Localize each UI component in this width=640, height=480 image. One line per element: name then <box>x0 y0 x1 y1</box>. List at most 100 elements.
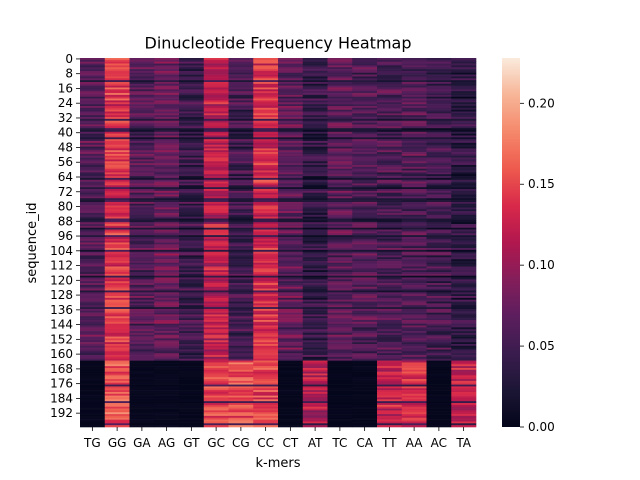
heatmap-cell <box>302 135 328 138</box>
heatmap-cell <box>104 279 130 282</box>
heatmap-cell <box>203 294 229 297</box>
heatmap-cell <box>278 347 304 350</box>
heatmap-cell <box>352 137 378 140</box>
heatmap-cell <box>401 107 427 110</box>
heatmap-cell <box>104 318 130 321</box>
heatmap-cell <box>129 196 155 199</box>
heatmap-cell <box>451 70 477 74</box>
heatmap-cell <box>278 351 304 354</box>
heatmap-cell <box>352 133 378 136</box>
heatmap-cell <box>426 321 452 324</box>
heatmap-cell <box>278 262 304 265</box>
heatmap-cell <box>80 414 106 417</box>
heatmap-cell <box>377 189 403 192</box>
heatmap-cell <box>352 122 378 125</box>
heatmap-cell <box>451 331 477 334</box>
heatmap-cell <box>426 423 452 426</box>
heatmap-cell <box>327 318 353 321</box>
heatmap-cell <box>179 98 205 101</box>
heatmap-cell <box>80 336 106 339</box>
heatmap-cell <box>327 338 353 341</box>
heatmap-cell <box>426 358 452 361</box>
heatmap-cell <box>451 96 477 99</box>
heatmap-cell <box>203 181 229 184</box>
heatmap-cell <box>179 133 205 136</box>
heatmap-cell <box>302 181 328 184</box>
heatmap-cell <box>203 364 229 367</box>
heatmap-cell <box>203 214 229 217</box>
heatmap-cell <box>179 343 205 347</box>
heatmap-cell <box>203 404 229 408</box>
heatmap-cell <box>228 277 254 280</box>
heatmap-cell <box>129 218 155 221</box>
heatmap-cell <box>401 157 427 160</box>
heatmap-cell <box>302 248 328 251</box>
heatmap-cell <box>426 170 452 173</box>
heatmap-cell <box>352 362 378 365</box>
heatmap-cell <box>179 351 205 354</box>
heatmap-cell <box>377 72 403 75</box>
heatmap-cell <box>377 198 403 201</box>
heatmap-cell <box>129 194 155 197</box>
heatmap-cell <box>253 192 279 195</box>
heatmap-cell <box>327 81 353 85</box>
heatmap-cell <box>228 288 254 291</box>
heatmap-cell <box>129 251 155 254</box>
heatmap-cell <box>203 200 229 203</box>
heatmap-cell <box>352 342 378 345</box>
heatmap-cell <box>253 349 279 352</box>
heatmap-cell <box>179 150 205 153</box>
heatmap-cell <box>228 185 254 188</box>
heatmap-cell <box>401 201 427 205</box>
heatmap-cell <box>352 388 378 391</box>
heatmap-cell <box>278 139 304 142</box>
heatmap-cell <box>278 96 304 99</box>
heatmap-cell <box>352 174 378 177</box>
heatmap-cell <box>253 74 279 77</box>
heatmap-cell <box>451 316 477 319</box>
heatmap-cell <box>401 104 427 107</box>
heatmap-cell <box>327 87 353 90</box>
heatmap-cell <box>451 142 477 146</box>
heatmap-cell <box>179 355 205 358</box>
heatmap-cell <box>302 321 328 324</box>
heatmap-cell <box>377 410 403 413</box>
heatmap-cell <box>352 404 378 408</box>
heatmap-cell <box>377 102 403 105</box>
heatmap-cell <box>401 382 427 385</box>
heatmap-cell <box>203 382 229 385</box>
heatmap-cell <box>401 176 427 179</box>
heatmap-cell <box>129 382 155 385</box>
heatmap-cell <box>302 312 328 315</box>
heatmap-cell <box>228 242 254 245</box>
heatmap-cell <box>451 214 477 217</box>
heatmap-cell <box>401 334 427 337</box>
heatmap-cell <box>302 277 328 280</box>
y-tick-label: 32 <box>58 111 73 125</box>
heatmap-cell <box>129 340 155 343</box>
heatmap-cell <box>401 105 427 109</box>
heatmap-cell <box>302 76 328 79</box>
heatmap-cell <box>253 225 279 229</box>
heatmap-cell <box>401 421 427 424</box>
heatmap-cell <box>228 349 254 352</box>
heatmap-cell <box>228 109 254 112</box>
heatmap-cell <box>327 124 353 127</box>
heatmap-cell <box>203 329 229 332</box>
heatmap-cell <box>129 257 155 260</box>
heatmap-cell <box>401 242 427 245</box>
heatmap-cell <box>154 351 180 354</box>
heatmap-cell <box>278 231 304 234</box>
heatmap-cell <box>451 65 477 68</box>
heatmap-cell <box>278 100 304 103</box>
heatmap-cell <box>228 168 254 171</box>
heatmap-cell <box>401 393 427 396</box>
heatmap-cell <box>203 98 229 101</box>
heatmap-cell <box>203 412 229 415</box>
heatmap-cell <box>129 319 155 323</box>
heatmap-cell <box>426 81 452 85</box>
heatmap-cell <box>104 236 130 240</box>
heatmap-cell <box>278 196 304 199</box>
heatmap-cell <box>253 76 279 79</box>
heatmap-cell <box>377 332 403 336</box>
